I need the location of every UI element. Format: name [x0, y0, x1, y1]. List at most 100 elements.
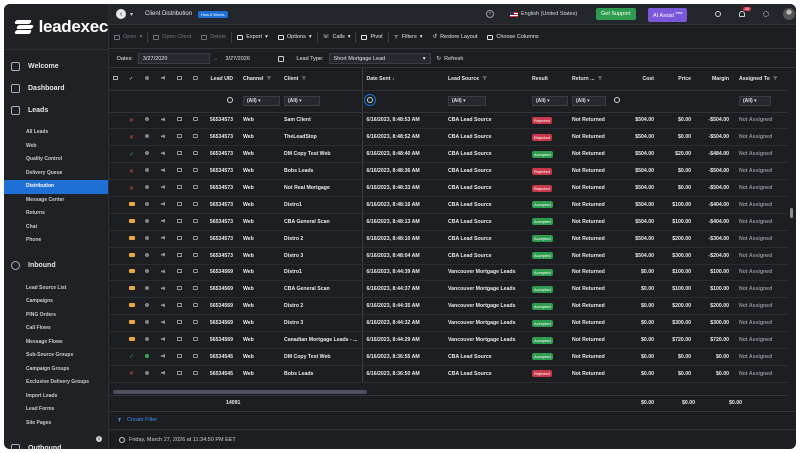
notification-bell-icon[interactable] — [739, 11, 745, 17]
sidebar-item-message-flows[interactable]: Message Flows — [26, 338, 63, 345]
result-filter[interactable]: (All) ▾ — [528, 90, 568, 113]
settings-gear-icon[interactable] — [763, 11, 769, 17]
sidebar-item-chat[interactable]: Chat — [26, 223, 38, 230]
cost-header[interactable]: Cost — [610, 68, 660, 91]
get-support-button[interactable]: Get Support — [596, 8, 636, 20]
margin-header[interactable]: Margin — [697, 68, 735, 91]
filter-icon[interactable] — [482, 76, 488, 81]
cost-filter[interactable] — [610, 90, 660, 113]
filter-icon[interactable] — [266, 76, 272, 81]
calls-button[interactable]: ☏ Calls ▾ — [322, 34, 351, 40]
table-row[interactable]: ✕ 56534573 Web Bobs Leads 6/16/2023, 8:48:36… — [109, 162, 788, 181]
sidebar-item-site-pages[interactable]: Site Pages — [26, 419, 52, 426]
sidebar-item-distribution[interactable]: Distribution — [4, 180, 108, 194]
channel-header[interactable]: Channel — [239, 68, 280, 91]
sidebar-item-delivery-queue[interactable]: Delivery Queue — [26, 169, 63, 176]
select-all-checkbox[interactable] — [109, 68, 125, 91]
filters-button[interactable]: Filters ▾ — [389, 26, 428, 49]
date-from-input[interactable]: 3/27/2020 — [137, 53, 210, 64]
source-filter[interactable]: (All) ▾ — [444, 90, 528, 113]
sidebar-item-quality-control[interactable]: Quality Control — [26, 156, 63, 162]
how-it-works-badge[interactable]: How it Works — [198, 10, 228, 18]
language-selector[interactable]: English (United States) — [510, 11, 577, 17]
create-filter-link[interactable]: Create Filter — [127, 416, 158, 423]
table-row[interactable]: 56534569 Web Distro1 6/16/2023, 8:44:39 AM V… — [109, 264, 788, 282]
delete-button[interactable]: Delete — [196, 26, 231, 49]
table-row[interactable]: ✓ 56534573 Web DM Copy Test Web 6/16/2023, 8… — [109, 145, 788, 164]
sidebar-item-lead-source-list[interactable]: Lead Source List — [26, 284, 67, 291]
sidebar-item-ping-orders[interactable]: PING Orders — [26, 311, 57, 318]
sidebar-item-returns[interactable]: Returns — [26, 210, 45, 216]
calendar-icon[interactable] — [278, 55, 285, 62]
uid-filter[interactable] — [205, 90, 239, 113]
sidebar-item-campaigns[interactable]: Campaigns — [26, 298, 53, 304]
info-icon[interactable]: i — [96, 436, 102, 442]
open-client-button[interactable]: Open Client — [148, 26, 196, 49]
back-button[interactable]: ‹ — [116, 9, 126, 19]
lead-uid-header[interactable]: Lead UID — [205, 68, 239, 91]
assigned-to-header[interactable]: Assigned To — [735, 68, 788, 91]
sidebar-item-import-leads[interactable]: Import Leads — [26, 392, 58, 399]
assigned-filter[interactable]: (All) ▾ — [735, 90, 788, 113]
filter-icon[interactable] — [301, 76, 307, 81]
date-filter[interactable] — [362, 90, 444, 113]
logo[interactable]: leadexec — [4, 4, 108, 50]
lead-type-select[interactable]: Short Mortgage Lead ▾ — [328, 53, 431, 64]
sidebar-item-campaign-groups[interactable]: Campaign Groups — [26, 365, 70, 372]
export-button[interactable]: Export ▾ — [232, 26, 273, 49]
return-filter-select[interactable]: (All) ▾ — [572, 96, 606, 106]
sidebar-item-web[interactable]: Web — [26, 142, 37, 149]
source-filter-select[interactable]: (All) ▾ — [448, 96, 486, 106]
options-button[interactable]: Options ▾ — [273, 26, 317, 49]
sidebar-section-leads[interactable]: Leads — [4, 100, 108, 120]
client-filter-select[interactable]: (All) ▾ — [284, 96, 320, 106]
pivot-button[interactable]: Pivot — [356, 26, 387, 49]
table-row[interactable]: 56534569 Web CBA General Scan 6/16/2023, 8:… — [109, 280, 788, 299]
result-filter-select[interactable]: (All) ▾ — [532, 96, 568, 106]
table-row[interactable]: 56534573 Web Distro 2 6/16/2023, 8:48:10 AM… — [109, 230, 788, 248]
refresh-button[interactable]: ↻ Refresh — [431, 47, 469, 70]
filter-icon[interactable] — [772, 76, 778, 81]
sidebar-item-phone[interactable]: Phone — [26, 237, 42, 243]
table-row[interactable]: ✓ 56534545 Web DM Copy Test Web 6/16/2023, 8… — [109, 348, 788, 366]
sidebar-item-all-leads[interactable]: All Leads — [26, 129, 49, 135]
open-button[interactable]: Open ▾ — [109, 26, 147, 49]
vertical-scroll-thumb[interactable] — [790, 208, 793, 218]
sidebar-section-welcome[interactable]: Welcome — [4, 56, 108, 76]
price-header[interactable]: Price — [660, 68, 697, 91]
table-row[interactable]: 56534573 Web Distro1 6/16/2023, 8:48:16 AM C… — [109, 196, 788, 214]
close-icon[interactable]: × — [486, 10, 494, 18]
choose-columns-button[interactable]: Choose Columns — [482, 26, 543, 49]
table-row[interactable]: 56534569 Web Distro 2 6/16/2023, 8:44:35 AM… — [109, 297, 788, 316]
table-row[interactable]: ✕ 56534545 Web Bobs Leads 6/16/2023, 8:36:50… — [109, 365, 788, 383]
user-avatar[interactable] — [783, 8, 795, 20]
table-row[interactable]: ✕ 56534573 Web Not Real Mortgage 6/16/2023, … — [109, 179, 788, 197]
date-sent-header[interactable]: Date Sent ↓ — [362, 68, 444, 91]
channel-filter-select[interactable]: (All) ▾ — [243, 96, 280, 106]
sidebar-section-inbound[interactable]: Inbound — [4, 256, 108, 276]
channel-filter[interactable]: (All) ▾ — [239, 90, 280, 113]
return-filter[interactable]: (All) ▾ — [568, 90, 610, 113]
horizontal-scroll-thumb[interactable] — [113, 390, 367, 394]
sidebar-section-outbound[interactable]: Outbound — [4, 438, 108, 449]
client-header[interactable]: Client — [280, 68, 363, 91]
vertical-scrollbar[interactable] — [788, 68, 796, 388]
result-header[interactable]: Result — [528, 68, 568, 91]
table-row[interactable]: 56534569 Web Distro 3 6/16/2023, 8:44:32 AM… — [109, 314, 788, 333]
filter-icon[interactable] — [597, 76, 603, 81]
sidebar-item-message-center[interactable]: Message Center — [26, 196, 65, 203]
lead-source-header[interactable]: Lead Source — [444, 68, 528, 91]
sidebar-item-exclusive-delivery-groups[interactable]: Exclusive Delivery Groups — [26, 379, 90, 385]
table-row[interactable]: ✕ 56534573 Web Sam Client 6/16/2023, 8:48:53… — [109, 112, 788, 130]
restore-layout-button[interactable]: ↺ Restore Layout — [427, 26, 482, 49]
client-filter[interactable]: (All) ▾ — [280, 90, 363, 113]
horizontal-scrollbar[interactable] — [109, 389, 788, 395]
table-row[interactable]: 56534573 Web Distro 3 6/16/2023, 8:48:04 AM… — [109, 247, 788, 265]
assigned-filter-select[interactable]: (All) ▾ — [739, 96, 771, 106]
table-row[interactable]: ✕ 56534573 Web TheLeadStop 6/16/2023, 8:48:5… — [109, 128, 788, 147]
date-to-input[interactable]: 3/27/2026 — [221, 53, 278, 64]
sidebar-item-call-flows[interactable]: Call Flows — [26, 325, 51, 331]
chevron-down-icon[interactable]: ▾ — [130, 11, 134, 18]
sidebar-item-sub-source-groups[interactable]: Sub-Source Groups — [26, 352, 74, 358]
table-row[interactable]: 56534569 Web Canadian Mortgage Leads - ...… — [109, 331, 788, 349]
